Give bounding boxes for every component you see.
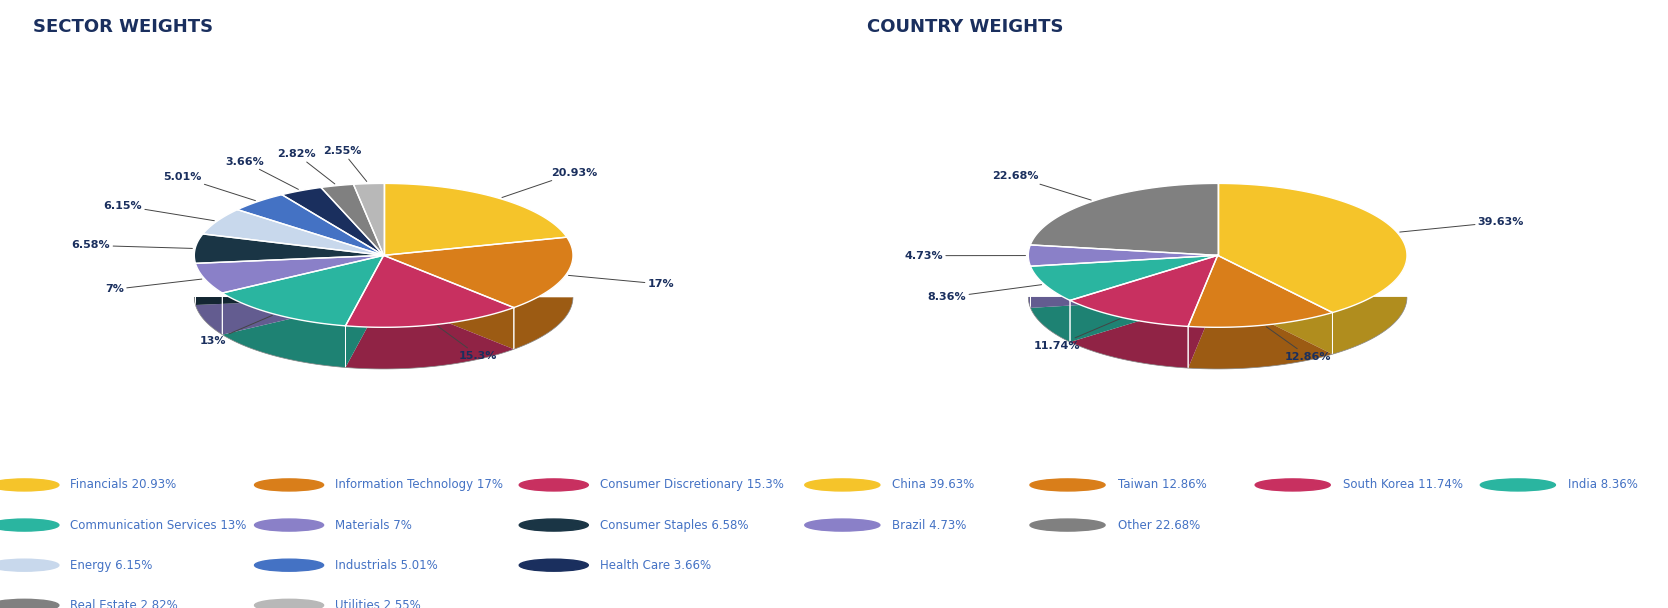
Text: 15.3%: 15.3% xyxy=(437,326,497,361)
Text: 4.73%: 4.73% xyxy=(904,250,1026,261)
Text: 3.66%: 3.66% xyxy=(225,156,299,189)
Text: 22.68%: 22.68% xyxy=(992,171,1091,200)
Text: Real Estate 2.82%: Real Estate 2.82% xyxy=(70,599,178,608)
Text: SECTOR WEIGHTS: SECTOR WEIGHTS xyxy=(33,18,214,36)
Text: 20.93%: 20.93% xyxy=(502,168,597,198)
Text: 6.15%: 6.15% xyxy=(103,201,214,221)
Polygon shape xyxy=(1069,255,1218,326)
Circle shape xyxy=(255,519,324,531)
Polygon shape xyxy=(345,255,514,327)
Text: 2.82%: 2.82% xyxy=(277,149,335,184)
Text: 12.86%: 12.86% xyxy=(1266,326,1331,362)
Circle shape xyxy=(519,519,589,531)
Polygon shape xyxy=(193,234,384,263)
Text: Taiwan 12.86%: Taiwan 12.86% xyxy=(1118,478,1206,491)
Polygon shape xyxy=(1031,255,1218,300)
Text: Energy 6.15%: Energy 6.15% xyxy=(70,559,153,572)
Polygon shape xyxy=(1031,184,1218,255)
Text: Financials 20.93%: Financials 20.93% xyxy=(70,478,177,491)
Polygon shape xyxy=(1218,184,1408,313)
Text: 7%: 7% xyxy=(105,279,202,294)
Polygon shape xyxy=(1069,255,1218,368)
Circle shape xyxy=(1029,479,1106,491)
Text: China 39.63%: China 39.63% xyxy=(892,478,974,491)
Text: Information Technology 17%: Information Technology 17% xyxy=(335,478,504,491)
Text: South Korea 11.74%: South Korea 11.74% xyxy=(1343,478,1463,491)
Polygon shape xyxy=(384,237,574,308)
Text: 6.58%: 6.58% xyxy=(72,240,192,250)
Circle shape xyxy=(1481,479,1555,491)
Text: Brazil 4.73%: Brazil 4.73% xyxy=(892,519,967,531)
Polygon shape xyxy=(354,184,384,255)
Polygon shape xyxy=(282,187,384,255)
Circle shape xyxy=(0,559,58,572)
Text: 17%: 17% xyxy=(569,275,674,289)
Circle shape xyxy=(0,519,58,531)
Text: India 8.36%: India 8.36% xyxy=(1568,478,1638,491)
Polygon shape xyxy=(237,195,384,255)
Text: Health Care 3.66%: Health Care 3.66% xyxy=(600,559,711,572)
Text: 13%: 13% xyxy=(200,316,272,346)
Polygon shape xyxy=(222,255,384,367)
Circle shape xyxy=(804,519,881,531)
Text: Materials 7%: Materials 7% xyxy=(335,519,412,531)
Circle shape xyxy=(0,479,58,491)
Polygon shape xyxy=(1031,255,1218,342)
Polygon shape xyxy=(1188,255,1333,327)
Text: Utilities 2.55%: Utilities 2.55% xyxy=(335,599,420,608)
Text: Communication Services 13%: Communication Services 13% xyxy=(70,519,247,531)
Circle shape xyxy=(255,599,324,608)
Circle shape xyxy=(1029,519,1106,531)
Polygon shape xyxy=(1218,255,1408,354)
Text: COUNTRY WEIGHTS: COUNTRY WEIGHTS xyxy=(867,18,1064,36)
Circle shape xyxy=(519,559,589,572)
Circle shape xyxy=(1254,479,1331,491)
Circle shape xyxy=(0,599,58,608)
Text: 8.36%: 8.36% xyxy=(927,285,1041,302)
Polygon shape xyxy=(195,255,384,293)
Polygon shape xyxy=(345,255,514,369)
Polygon shape xyxy=(203,210,384,255)
Polygon shape xyxy=(384,255,574,349)
Circle shape xyxy=(255,479,324,491)
Text: 5.01%: 5.01% xyxy=(163,172,255,201)
Polygon shape xyxy=(1027,255,1218,308)
Circle shape xyxy=(519,479,589,491)
Polygon shape xyxy=(193,255,384,305)
Text: Industrials 5.01%: Industrials 5.01% xyxy=(335,559,439,572)
Text: Consumer Staples 6.58%: Consumer Staples 6.58% xyxy=(600,519,749,531)
Polygon shape xyxy=(222,255,384,326)
Circle shape xyxy=(255,559,324,572)
Text: Consumer Discretionary 15.3%: Consumer Discretionary 15.3% xyxy=(600,478,784,491)
Text: Other 22.68%: Other 22.68% xyxy=(1118,519,1199,531)
Text: 2.55%: 2.55% xyxy=(324,147,367,181)
Polygon shape xyxy=(384,184,567,255)
Polygon shape xyxy=(320,184,384,255)
Circle shape xyxy=(804,479,881,491)
Polygon shape xyxy=(1188,255,1333,369)
Polygon shape xyxy=(195,255,384,334)
Polygon shape xyxy=(1027,245,1218,266)
Text: 11.74%: 11.74% xyxy=(1034,319,1121,351)
Text: 39.63%: 39.63% xyxy=(1399,217,1525,232)
